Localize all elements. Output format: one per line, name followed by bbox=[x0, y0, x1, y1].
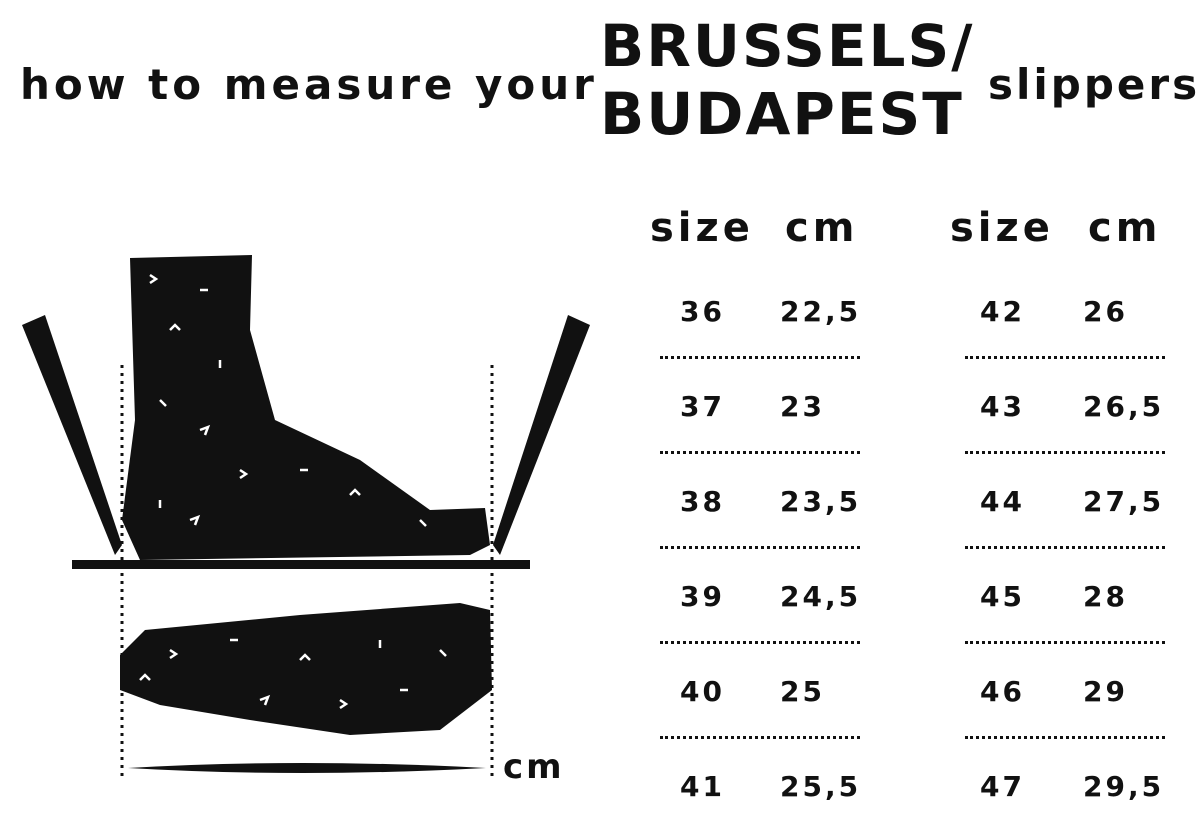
size-cell: 44 bbox=[980, 485, 1025, 518]
size-cell: 40 bbox=[680, 675, 725, 708]
cm-cell: 29,5 bbox=[1083, 770, 1165, 803]
size-cell: 37 bbox=[680, 390, 725, 423]
foot-measure-illustration: cm bbox=[22, 255, 590, 787]
row-divider bbox=[660, 736, 860, 739]
column-header-cm-left: cm bbox=[785, 205, 859, 251]
size-cell: 45 bbox=[980, 580, 1025, 613]
size-cell: 36 bbox=[680, 295, 725, 328]
title-trail: slippers bbox=[988, 60, 1200, 109]
row-divider bbox=[965, 641, 1165, 644]
ground-line bbox=[72, 560, 530, 569]
row-divider bbox=[660, 451, 860, 454]
title-lead: how to measure your bbox=[20, 60, 598, 109]
cm-cell: 25 bbox=[780, 675, 825, 708]
size-cell: 41 bbox=[680, 770, 725, 803]
product-name: BRUSSELS/ BUDAPEST bbox=[600, 12, 974, 148]
product-name-line2: BUDAPEST bbox=[600, 80, 964, 148]
cm-cell: 22,5 bbox=[780, 295, 862, 328]
size-cell: 47 bbox=[980, 770, 1025, 803]
size-cell: 38 bbox=[680, 485, 725, 518]
row-divider bbox=[660, 641, 860, 644]
row-divider bbox=[660, 546, 860, 549]
row-divider bbox=[965, 546, 1165, 549]
cm-cell: 28 bbox=[1083, 580, 1128, 613]
row-divider bbox=[965, 356, 1165, 359]
cm-cell: 29 bbox=[1083, 675, 1128, 708]
measure-bar bbox=[128, 763, 486, 773]
cm-cell: 25,5 bbox=[780, 770, 862, 803]
right-pencil-icon bbox=[493, 315, 590, 555]
cm-cell: 26,5 bbox=[1083, 390, 1165, 423]
column-header-cm-right: cm bbox=[1088, 205, 1162, 251]
cm-cell: 23 bbox=[780, 390, 825, 423]
cm-cell: 26 bbox=[1083, 295, 1128, 328]
product-name-line1: BRUSSELS/ bbox=[600, 12, 975, 80]
column-header-size-left: size bbox=[650, 205, 754, 251]
foot-side-view bbox=[122, 255, 490, 560]
size-cell: 43 bbox=[980, 390, 1025, 423]
cm-cell: 23,5 bbox=[780, 485, 862, 518]
unit-label: cm bbox=[503, 747, 565, 787]
left-pencil-icon bbox=[22, 315, 122, 555]
column-header-size-right: size bbox=[950, 205, 1054, 251]
size-cell: 42 bbox=[980, 295, 1025, 328]
row-divider bbox=[965, 451, 1165, 454]
size-cell: 46 bbox=[980, 675, 1025, 708]
confetti-pattern bbox=[139, 273, 447, 710]
size-cell: 39 bbox=[680, 580, 725, 613]
cm-cell: 27,5 bbox=[1083, 485, 1165, 518]
row-divider bbox=[660, 356, 860, 359]
cm-cell: 24,5 bbox=[780, 580, 862, 613]
row-divider bbox=[965, 736, 1165, 739]
foot-top-view bbox=[120, 603, 492, 735]
